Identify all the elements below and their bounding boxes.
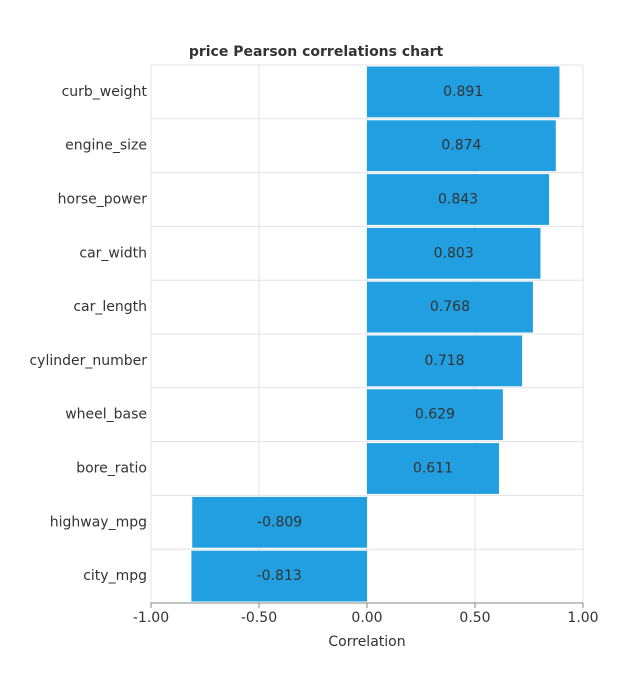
x-axis-label: Correlation bbox=[328, 634, 405, 650]
y-tick-label: car_length bbox=[73, 299, 147, 315]
bar bbox=[367, 281, 533, 333]
x-tick-label: -1.00 bbox=[133, 610, 169, 626]
y-tick-label: city_mpg bbox=[83, 568, 147, 584]
y-tick-label: curb_weight bbox=[62, 84, 148, 100]
data-label: 0.803 bbox=[434, 245, 474, 261]
data-label: 0.718 bbox=[424, 353, 464, 369]
y-tick-label: wheel_base bbox=[65, 407, 147, 423]
bar bbox=[367, 120, 556, 172]
x-tick-label: 0.50 bbox=[459, 610, 490, 626]
y-tick-label: car_width bbox=[79, 245, 147, 261]
data-label: 0.843 bbox=[438, 192, 478, 208]
bar bbox=[367, 174, 550, 225]
y-tick-label: cylinder_number bbox=[29, 353, 147, 369]
data-label: -0.809 bbox=[257, 514, 302, 530]
bar bbox=[367, 66, 560, 118]
y-tick-label: engine_size bbox=[65, 138, 147, 154]
y-tick-label: highway_mpg bbox=[50, 514, 147, 530]
bar bbox=[367, 389, 503, 441]
bar bbox=[367, 227, 541, 279]
data-label: 0.891 bbox=[443, 84, 483, 100]
data-label: 0.768 bbox=[430, 299, 470, 315]
data-label: -0.813 bbox=[257, 568, 302, 584]
x-tick-label: 0.00 bbox=[351, 610, 382, 626]
data-label: 0.629 bbox=[415, 407, 455, 423]
bar bbox=[192, 496, 367, 548]
data-label: 0.611 bbox=[413, 461, 453, 477]
chart-title: price Pearson correlations chart bbox=[189, 44, 444, 60]
x-tick-label: -0.50 bbox=[241, 610, 277, 626]
y-tick-label: bore_ratio bbox=[76, 461, 147, 477]
bar bbox=[367, 335, 523, 387]
bar bbox=[367, 443, 499, 494]
data-label: 0.874 bbox=[441, 138, 481, 154]
x-tick-label: 1.00 bbox=[567, 610, 598, 626]
bar bbox=[191, 550, 367, 602]
y-tick-label: horse_power bbox=[58, 192, 148, 208]
